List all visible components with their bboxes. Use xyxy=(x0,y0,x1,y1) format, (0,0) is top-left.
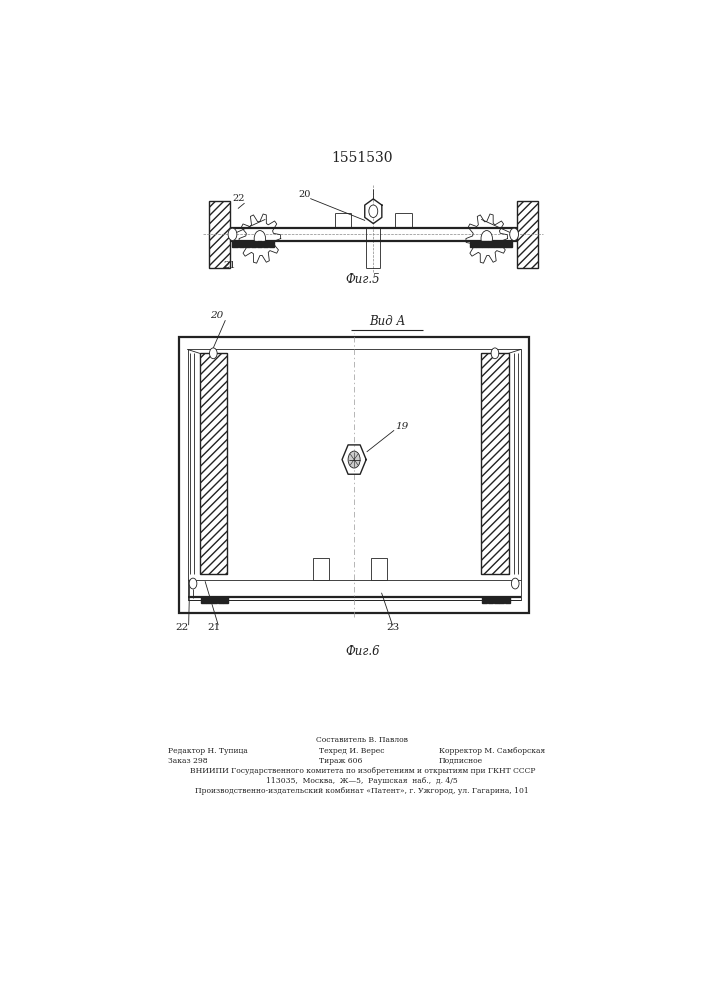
Polygon shape xyxy=(477,241,481,247)
Circle shape xyxy=(189,578,197,589)
Text: 113035,  Москва,  Ж—5,  Раушская  наб.,  д. 4/5: 113035, Москва, Ж—5, Раушская наб., д. 4… xyxy=(267,777,458,785)
Polygon shape xyxy=(499,597,504,603)
Bar xyxy=(209,201,230,268)
Polygon shape xyxy=(245,241,250,247)
Polygon shape xyxy=(238,241,244,247)
Text: Подписное: Подписное xyxy=(439,757,483,765)
Text: 20: 20 xyxy=(298,190,311,199)
Bar xyxy=(179,337,530,613)
Text: Заказ 298: Заказ 298 xyxy=(168,757,207,765)
Polygon shape xyxy=(250,241,256,247)
Text: Производственно-издательский комбинат «Патент», г. Ужгород, ул. Гагарина, 101: Производственно-издательский комбинат «П… xyxy=(195,787,530,795)
Text: Редактор Н. Тупица: Редактор Н. Тупица xyxy=(168,747,247,755)
Circle shape xyxy=(491,348,498,359)
Polygon shape xyxy=(206,597,211,603)
Polygon shape xyxy=(506,241,512,247)
Polygon shape xyxy=(494,241,500,247)
Polygon shape xyxy=(269,241,274,247)
Text: Тираж 606: Тираж 606 xyxy=(319,757,362,765)
Polygon shape xyxy=(482,597,487,603)
Text: 23: 23 xyxy=(386,623,399,632)
Text: Фиг.6: Фиг.6 xyxy=(345,645,380,658)
Polygon shape xyxy=(262,241,268,247)
Text: Вид А: Вид А xyxy=(369,315,405,328)
Text: 22: 22 xyxy=(233,194,245,203)
Bar xyxy=(313,558,329,580)
Polygon shape xyxy=(257,241,262,247)
Polygon shape xyxy=(505,597,510,603)
Polygon shape xyxy=(201,597,206,603)
Polygon shape xyxy=(482,241,488,247)
Text: 1551530: 1551530 xyxy=(332,151,393,165)
Text: 22: 22 xyxy=(175,623,188,632)
Text: ВНИИПИ Государственного комитета по изобретениям и открытиям при ГКНТ СССР: ВНИИПИ Государственного комитета по изоб… xyxy=(189,767,535,775)
Text: 19: 19 xyxy=(395,422,409,431)
Text: Составитель В. Павлов: Составитель В. Павлов xyxy=(316,736,409,744)
Circle shape xyxy=(510,228,518,241)
Circle shape xyxy=(255,231,266,247)
Polygon shape xyxy=(218,597,223,603)
Circle shape xyxy=(481,231,492,247)
Bar xyxy=(481,353,508,574)
Text: Фиг.5: Фиг.5 xyxy=(345,273,380,286)
Circle shape xyxy=(209,348,217,359)
Bar xyxy=(187,349,520,600)
Polygon shape xyxy=(489,241,494,247)
Circle shape xyxy=(511,578,519,589)
Bar xyxy=(517,201,538,268)
Polygon shape xyxy=(501,241,506,247)
Circle shape xyxy=(369,205,378,217)
Polygon shape xyxy=(508,349,520,353)
Polygon shape xyxy=(470,241,476,247)
Polygon shape xyxy=(212,597,217,603)
Bar xyxy=(370,558,387,580)
Polygon shape xyxy=(223,597,228,603)
Text: 20: 20 xyxy=(211,311,223,320)
Text: Техред И. Верес: Техред И. Верес xyxy=(319,747,384,755)
Polygon shape xyxy=(187,349,199,353)
Polygon shape xyxy=(493,597,498,603)
Circle shape xyxy=(228,228,237,241)
Bar xyxy=(199,353,227,574)
Text: 21: 21 xyxy=(223,261,236,270)
Text: Корректор М. Самборская: Корректор М. Самборская xyxy=(439,747,545,755)
Text: 21: 21 xyxy=(208,623,221,632)
Bar xyxy=(199,353,227,574)
Circle shape xyxy=(348,451,360,468)
Polygon shape xyxy=(488,597,493,603)
Polygon shape xyxy=(233,241,238,247)
Bar xyxy=(481,353,508,574)
